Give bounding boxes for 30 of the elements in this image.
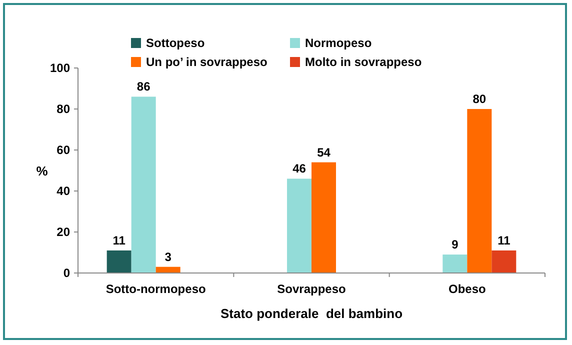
data-label: 86: [136, 80, 151, 94]
data-label: 11: [112, 233, 126, 248]
y-axis-title: %: [36, 164, 48, 178]
bar: [492, 250, 516, 273]
y-tick-label: 60: [56, 143, 70, 158]
data-label: 3: [164, 250, 172, 264]
x-axis-title: Stato ponderale del bambino: [220, 306, 403, 321]
data-label: 54: [317, 145, 331, 160]
bar: [131, 96, 156, 273]
y-tick-label: 100: [50, 61, 70, 76]
y-tick-label: 0: [63, 266, 70, 280]
data-label: 46: [292, 162, 306, 176]
data-label: 80: [472, 92, 486, 106]
legend-label: Un po’ in sovrappeso: [146, 55, 268, 70]
x-tick-label: Obeso: [448, 282, 486, 296]
legend-label: Molto in sovrappeso: [305, 55, 422, 70]
bar: [312, 162, 336, 273]
y-tick-label: 20: [56, 225, 70, 240]
x-tick-label: Sovrappeso: [277, 282, 346, 296]
x-tick-label: Sotto-normopeso: [106, 282, 206, 296]
bar: [106, 250, 132, 273]
legend-label: Normopeso: [305, 36, 372, 50]
bar: [442, 254, 468, 273]
bar: [467, 109, 492, 273]
legend-label: Sottopeso: [146, 36, 205, 50]
y-tick-label: 80: [56, 102, 70, 116]
data-label: 11: [498, 233, 511, 248]
data-label: 9: [452, 238, 459, 252]
y-tick-label: 40: [56, 184, 70, 198]
bar: [287, 178, 312, 273]
